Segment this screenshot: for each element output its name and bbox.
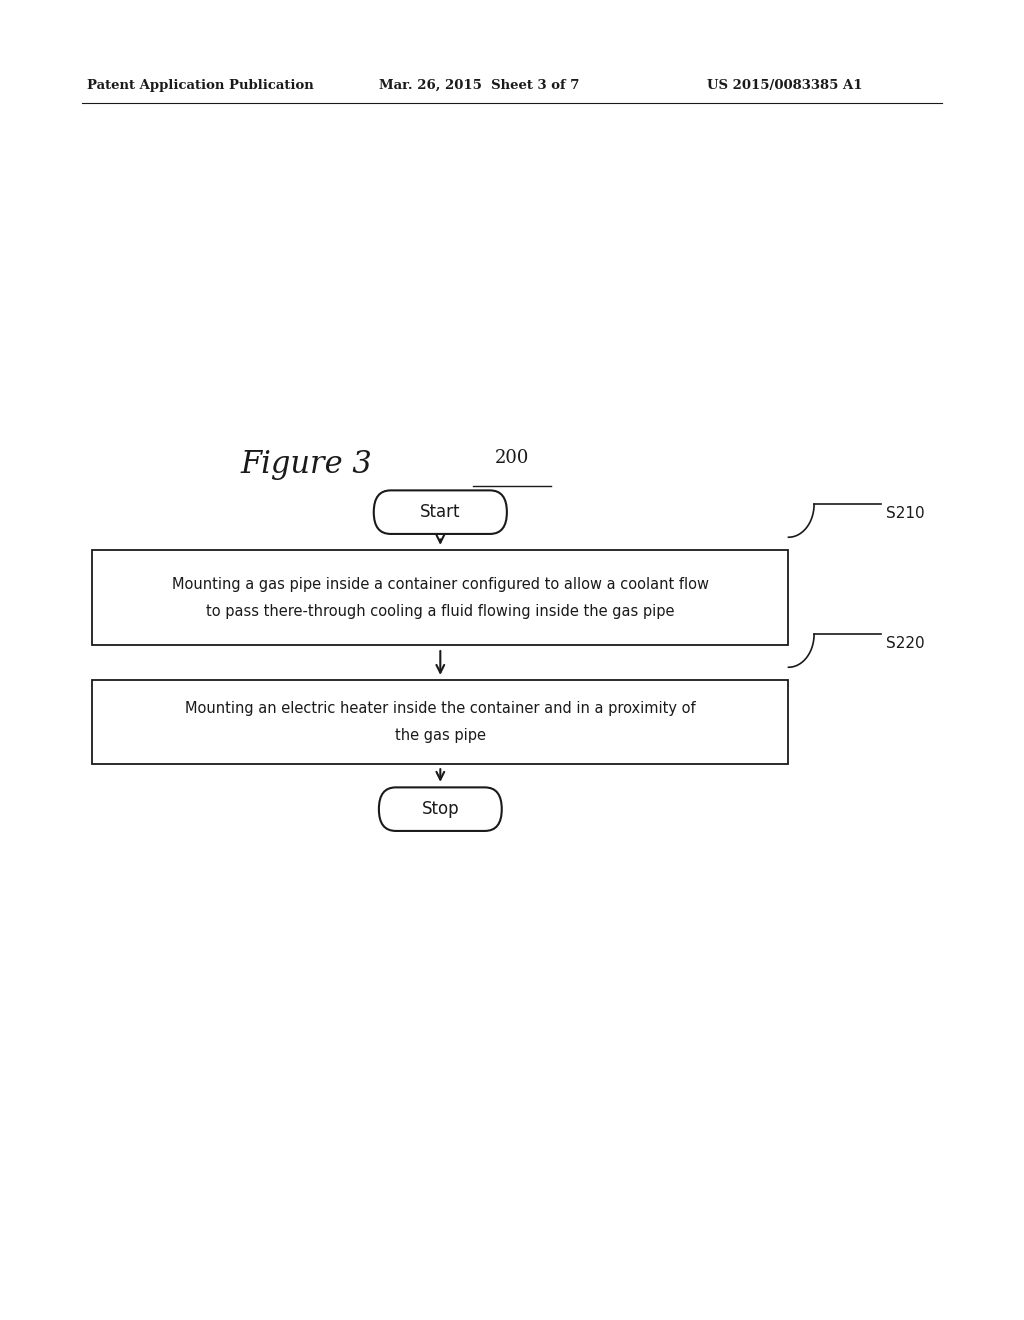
FancyBboxPatch shape [92, 681, 788, 763]
FancyBboxPatch shape [92, 550, 788, 645]
Text: S210: S210 [886, 506, 925, 521]
Text: Mounting a gas pipe inside a container configured to allow a coolant flow: Mounting a gas pipe inside a container c… [172, 577, 709, 593]
Text: to pass there-through cooling a fluid flowing inside the gas pipe: to pass there-through cooling a fluid fl… [206, 603, 675, 619]
FancyBboxPatch shape [374, 490, 507, 533]
Text: Patent Application Publication: Patent Application Publication [87, 79, 313, 92]
Text: Stop: Stop [422, 800, 459, 818]
Text: Mar. 26, 2015  Sheet 3 of 7: Mar. 26, 2015 Sheet 3 of 7 [379, 79, 580, 92]
Text: Mounting an electric heater inside the container and in a proximity of: Mounting an electric heater inside the c… [185, 701, 695, 717]
Text: Figure 3: Figure 3 [241, 449, 373, 479]
FancyBboxPatch shape [379, 787, 502, 832]
Text: the gas pipe: the gas pipe [395, 727, 485, 743]
Text: US 2015/0083385 A1: US 2015/0083385 A1 [707, 79, 862, 92]
Text: S220: S220 [886, 636, 925, 651]
Text: 200: 200 [495, 449, 529, 467]
Text: Start: Start [420, 503, 461, 521]
